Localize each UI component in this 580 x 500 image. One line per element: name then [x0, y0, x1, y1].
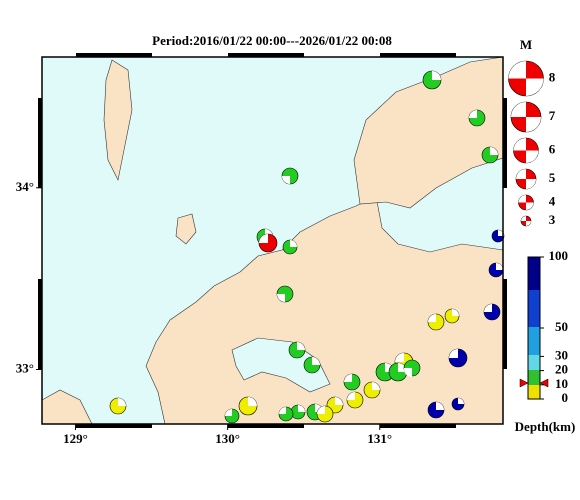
legend-label: 8 — [549, 69, 556, 84]
legend-ball-wedge — [518, 195, 534, 210]
legend-label: 5 — [549, 170, 556, 185]
legend-title: M — [520, 37, 532, 52]
legend-ball-wedge — [508, 61, 544, 96]
legend-ball-wedge — [511, 102, 541, 132]
x-tick-label: 129° — [63, 431, 88, 446]
legend-label: 7 — [549, 108, 556, 123]
legend-label: 6 — [549, 141, 556, 156]
colorbar-band — [528, 290, 540, 327]
legend-ball-wedge — [521, 216, 531, 226]
island — [175, 213, 197, 245]
y-tick-label: 34° — [16, 179, 34, 194]
magnitude-legend: M 8 7 6 5 4 3 — [508, 37, 556, 227]
legend-ball — [515, 168, 537, 190]
marker — [519, 378, 529, 388]
colorbar-band — [528, 257, 540, 290]
legend-ball — [510, 101, 542, 133]
colorbar-band — [528, 385, 540, 399]
y-tick-label: 33° — [16, 360, 34, 375]
colorbar-band — [528, 370, 540, 385]
map-title: Period:2016/01/22 00:00---2026/01/22 00:… — [152, 33, 392, 48]
marker — [539, 378, 549, 388]
depth-tick-label: 100 — [549, 248, 569, 263]
legend-ball-wedge — [513, 138, 539, 163]
legend-ball — [513, 137, 539, 164]
depth-tick-label: 10 — [555, 376, 568, 391]
legend-label: 3 — [549, 212, 556, 227]
legend-ball — [518, 194, 534, 211]
depth-tick-label: 30 — [555, 347, 568, 362]
colorbar-band — [528, 327, 540, 355]
depth-tick-label: 20 — [555, 362, 568, 377]
frame-bars — [38, 53, 507, 428]
map-area — [38, 53, 507, 428]
depth-tick-label: 50 — [555, 319, 568, 334]
legend-ball-wedge — [516, 169, 536, 189]
event — [109, 70, 505, 424]
colorbar-band — [528, 355, 540, 370]
legend-ball — [520, 215, 532, 227]
bay — [231, 337, 331, 393]
x-tick-label: 131° — [367, 431, 392, 446]
depth-tick-label: 0 — [562, 390, 569, 405]
legend-ball — [508, 60, 544, 97]
legend-label: 4 — [549, 193, 556, 208]
depth-label: Depth(km) — [515, 419, 576, 434]
x-tick-label: 130° — [215, 431, 240, 446]
island — [103, 59, 133, 181]
